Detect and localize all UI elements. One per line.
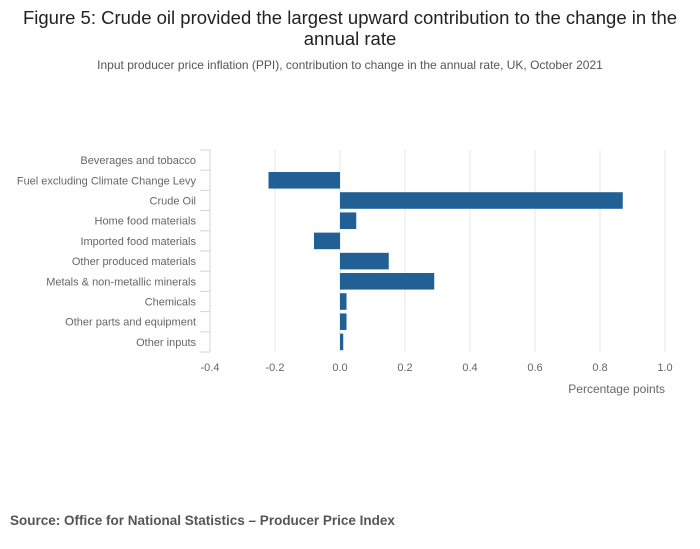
bar	[340, 293, 347, 310]
x-axis-title: Percentage points	[568, 382, 665, 396]
category-label: Beverages and tobacco	[80, 155, 196, 167]
bar	[340, 192, 623, 209]
category-label: Crude Oil	[150, 196, 196, 208]
bar	[340, 252, 389, 270]
category-label: Fuel excluding Climate Change Levy	[17, 175, 197, 187]
chart-title: Figure 5: Crude oil provided the largest…	[22, 7, 678, 49]
bar	[340, 333, 344, 351]
category-label: Other parts and equipment	[65, 317, 196, 329]
x-tick-label: 0.2	[397, 362, 412, 374]
x-tick-label: -0.4	[201, 362, 220, 374]
x-tick-label: 0.4	[462, 362, 477, 374]
x-tick-label: 0.6	[527, 362, 542, 374]
category-label: Other produced materials	[72, 256, 197, 268]
bar	[340, 313, 347, 330]
chart-subtitle: Input producer price inflation (PPI), co…	[97, 58, 603, 72]
category-label: Other inputs	[136, 337, 196, 349]
x-tick-label: -0.2	[266, 362, 285, 374]
bar	[314, 232, 340, 250]
bar	[340, 273, 435, 290]
bar	[268, 172, 340, 189]
source-note: Source: Office for National Statistics –…	[10, 513, 395, 528]
category-label: Imported food materials	[80, 236, 196, 248]
category-label: Home food materials	[95, 216, 197, 228]
bar	[340, 212, 357, 229]
x-tick-label: 0.0	[332, 362, 347, 374]
category-label: Chemicals	[145, 297, 197, 309]
x-tick-label: 1.0	[657, 362, 672, 374]
x-tick-label: 0.8	[592, 362, 607, 374]
category-label: Metals & non-metallic minerals	[46, 276, 196, 288]
